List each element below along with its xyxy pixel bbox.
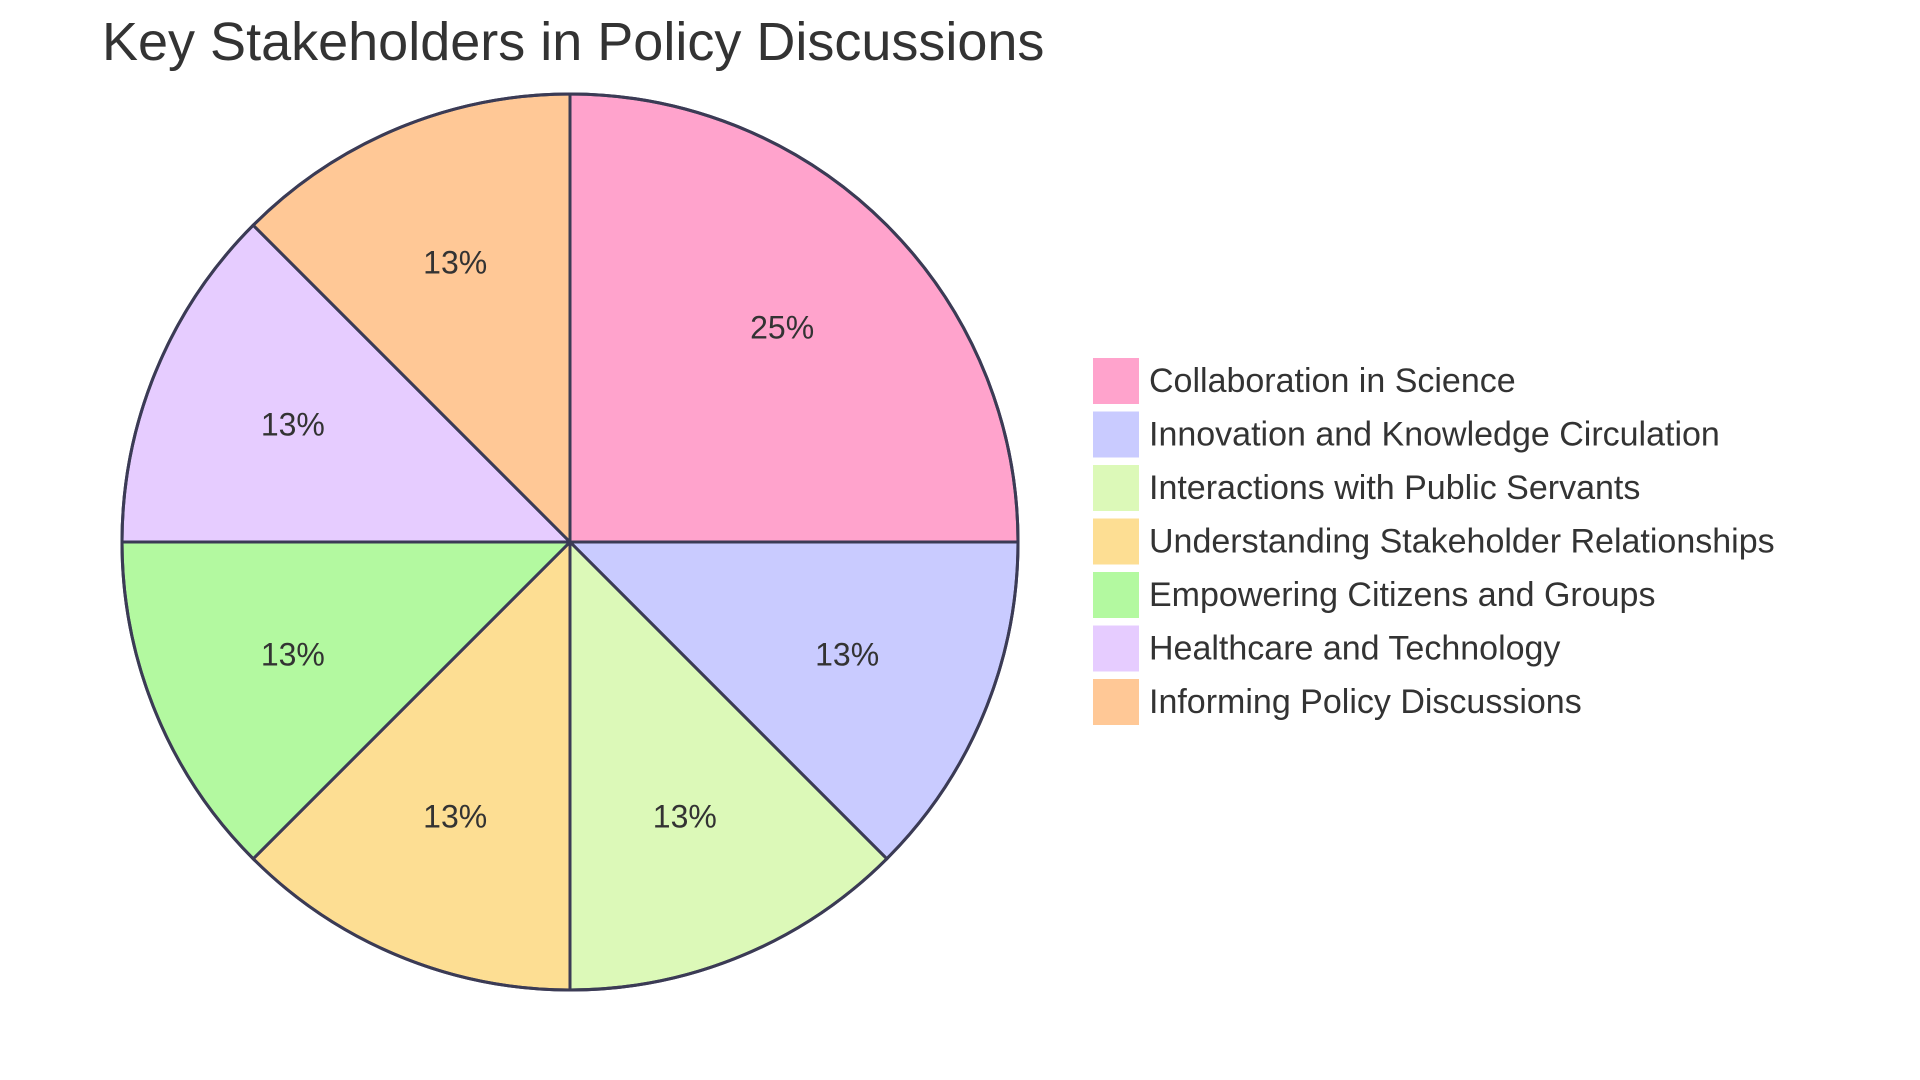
- legend-label: Collaboration in Science: [1149, 362, 1516, 400]
- legend-label: Understanding Stakeholder Relationships: [1149, 522, 1775, 560]
- slice-percent-label: 13%: [815, 636, 879, 672]
- chart-title: Key Stakeholders in Policy Discussions: [102, 12, 1044, 72]
- legend-label: Informing Policy Discussions: [1149, 683, 1582, 721]
- pie-outline: [120, 92, 1020, 992]
- slice-percent-label: 13%: [653, 799, 717, 835]
- pie-area: 25% 13% 13% 13% 13% 13% 13%: [120, 92, 1020, 992]
- slice-percent-label: 25%: [750, 309, 814, 345]
- legend: Collaboration in Science Innovation and K…: [1093, 358, 1775, 725]
- slice-percent-label: 13%: [423, 799, 487, 835]
- legend-swatch: [1093, 465, 1139, 511]
- slice-percent-label: 13%: [261, 636, 325, 672]
- legend-swatch: [1093, 518, 1139, 565]
- legend-label: Interactions with Public Servants: [1149, 469, 1640, 507]
- legend-swatch: [1093, 625, 1139, 672]
- legend-swatch: [1093, 572, 1139, 618]
- slice-percent-label: 13%: [261, 407, 325, 443]
- legend-swatch: [1093, 679, 1139, 725]
- legend-label: Healthcare and Technology: [1149, 629, 1560, 667]
- legend-label: Innovation and Knowledge Circulation: [1149, 415, 1720, 453]
- legend-swatch: [1093, 358, 1139, 404]
- legend-label: Empowering Citizens and Groups: [1149, 576, 1655, 614]
- slice-percent-label: 13%: [423, 244, 487, 280]
- legend-swatch: [1093, 411, 1139, 458]
